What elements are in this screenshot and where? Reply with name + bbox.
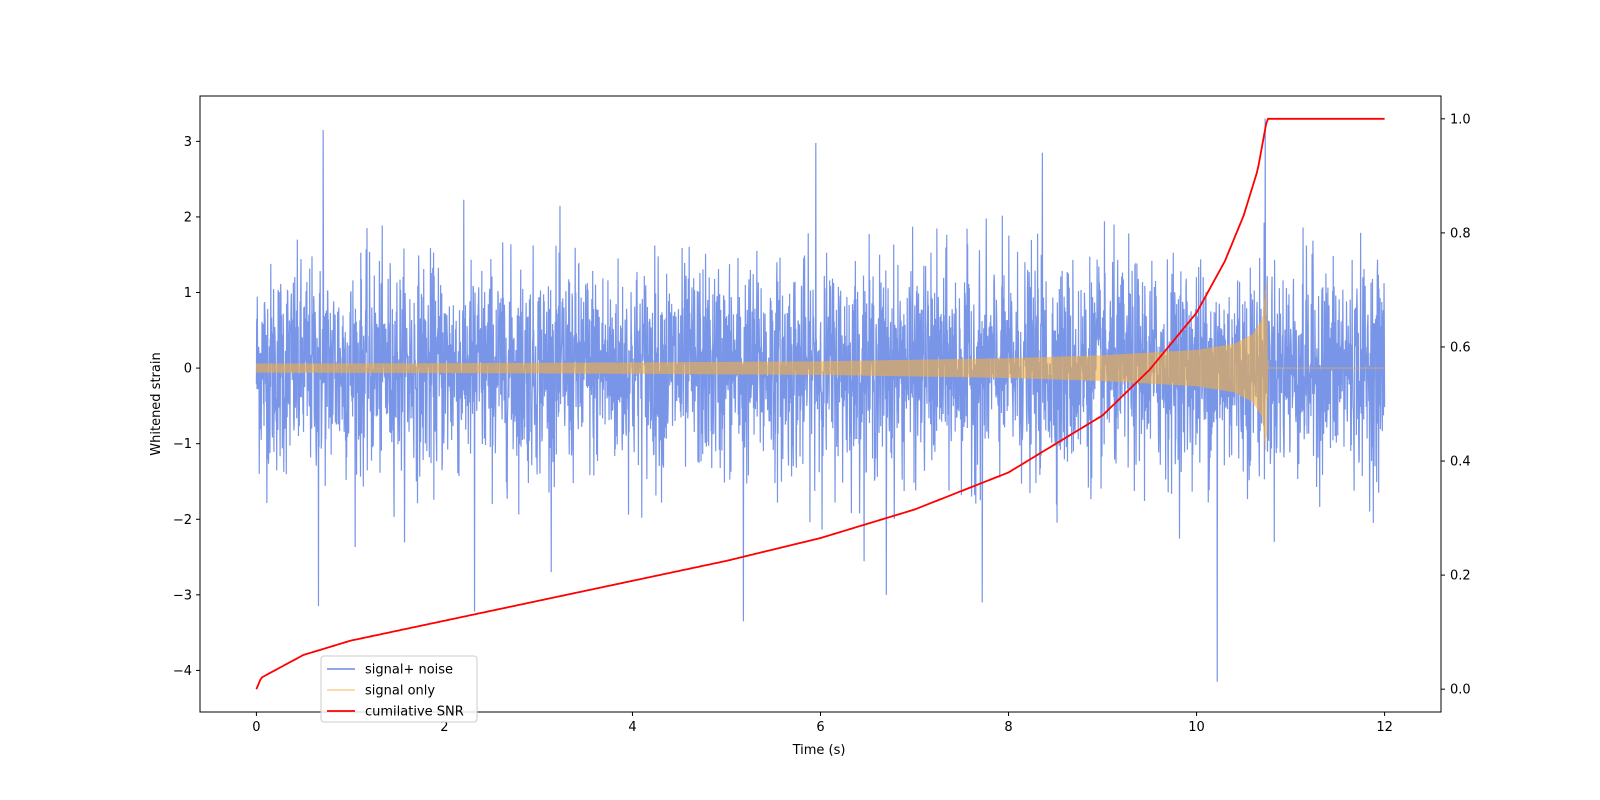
x-axis-label: Time (s) bbox=[792, 743, 846, 758]
y2-tick-label: 0.8 bbox=[1450, 226, 1471, 241]
y-tick-label: 1 bbox=[184, 286, 192, 301]
y-tick-label: −4 bbox=[173, 664, 192, 679]
x-tick-label: 0 bbox=[252, 720, 260, 735]
y-tick-label: −1 bbox=[173, 437, 192, 452]
legend-label: cumilative SNR bbox=[365, 705, 464, 720]
x-tick-label: 10 bbox=[1188, 720, 1205, 735]
y2-tick-label: 0.2 bbox=[1450, 569, 1471, 584]
x-tick-label: 6 bbox=[816, 720, 824, 735]
y-tick-label: −2 bbox=[173, 513, 192, 528]
legend-label: signal only bbox=[365, 684, 435, 699]
x-tick-label: 8 bbox=[1004, 720, 1012, 735]
x-tick-label: 2 bbox=[440, 720, 448, 735]
y-tick-label: 0 bbox=[184, 362, 192, 377]
y2-tick-label: 1.0 bbox=[1450, 112, 1471, 127]
y2-tick-label: 0.6 bbox=[1450, 340, 1471, 355]
plot-area bbox=[255, 117, 1386, 690]
series-signal-only bbox=[255, 281, 1385, 451]
y2-tick-label: 0.0 bbox=[1450, 683, 1471, 698]
y-axis-label: Whitened strain bbox=[149, 352, 164, 455]
legend-box bbox=[320, 655, 478, 723]
x-tick-label: 4 bbox=[628, 720, 636, 735]
legend-label: signal+ noise bbox=[365, 663, 453, 678]
series-signal-noise bbox=[255, 118, 1386, 682]
series-cumulative-snr bbox=[255, 117, 1385, 690]
x-tick-label: 12 bbox=[1376, 720, 1393, 735]
y2-tick-label: 0.4 bbox=[1450, 455, 1471, 470]
y-tick-label: 2 bbox=[184, 210, 192, 225]
y-tick-label: −3 bbox=[173, 588, 192, 603]
y-tick-label: 3 bbox=[184, 135, 192, 150]
legend: signal+ noise signal only cumilative SNR bbox=[320, 655, 478, 723]
